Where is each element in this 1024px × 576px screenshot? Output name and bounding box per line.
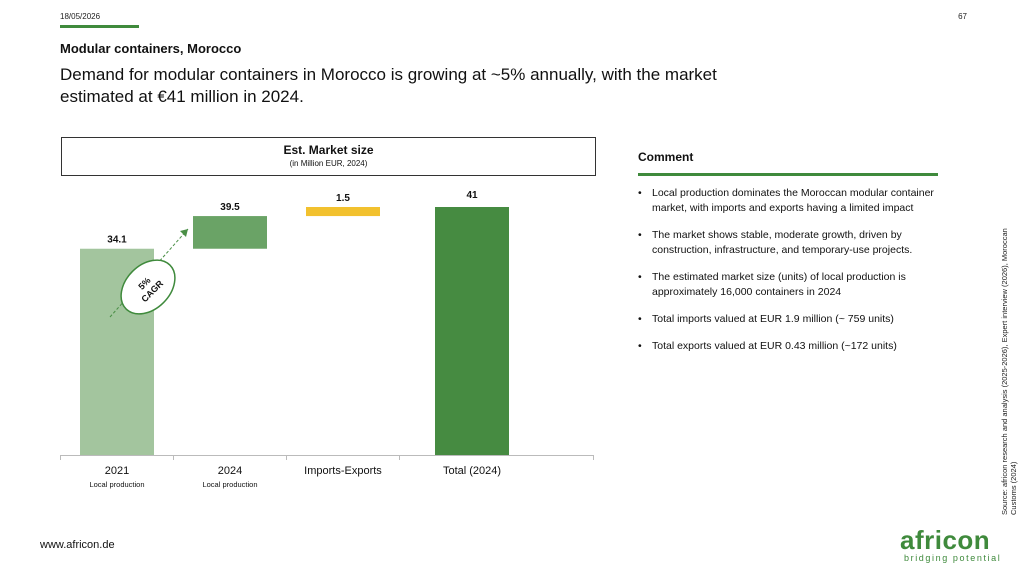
cagr-arrowhead <box>180 229 188 237</box>
chart-title: Est. Market size <box>283 143 374 157</box>
date: 18/05/2026 <box>60 12 101 21</box>
website-link[interactable]: www.africon.de <box>40 539 115 551</box>
headline: Demand for modular containers in Morocco… <box>60 65 717 106</box>
x-tick-label: 2021 <box>105 465 129 477</box>
comment-bullet: The market shows stable, moderate growth… <box>638 228 958 258</box>
x-tick-sublabel: Local production <box>89 480 144 489</box>
comment-title: Comment <box>638 150 694 164</box>
cagr-badge <box>120 259 176 315</box>
bar-imports-exports <box>306 207 380 217</box>
section-title: Modular containers, Morocco <box>60 41 242 56</box>
x-tick-label: Total (2024) <box>443 465 501 477</box>
chart-subtitle: (in Million EUR, 2024) <box>289 159 368 168</box>
market-size-chart: 34.1 39.5 1.5 41 2021 2024 Imports-Exports Tota… <box>60 190 594 489</box>
bar-total <box>435 207 509 455</box>
chart-title-box: Est. Market size (in Million EUR, 2024) <box>61 137 596 176</box>
data-label: 39.5 <box>220 202 240 213</box>
accent-line <box>60 25 139 28</box>
x-tick-sublabel: Local production <box>202 480 257 489</box>
source-note-wrap: Source: africon research and analysis (2… <box>1000 215 1024 515</box>
logo: africon <box>900 525 991 555</box>
comment-divider <box>638 173 938 176</box>
x-tick-label: 2024 <box>218 465 242 477</box>
source-note: Source: africon research and analysis (2… <box>1000 228 1018 515</box>
logo-tagline: bridging potential <box>904 553 1002 563</box>
comment-bullet: Total exports valued at EUR 0.43 million… <box>638 339 958 354</box>
page-number: 67 <box>958 12 967 21</box>
comment-bullet: The estimated market size (units) of loc… <box>638 270 958 300</box>
comment-bullet: Total imports valued at EUR 1.9 million … <box>638 312 958 327</box>
comment-bullet: Local production dominates the Moroccan … <box>638 186 958 216</box>
cagr-arrow <box>109 228 189 318</box>
bar-2024 <box>193 216 267 249</box>
data-label: 1.5 <box>336 193 350 204</box>
comment-list: Local production dominates the Moroccan … <box>638 186 958 366</box>
data-label: 34.1 <box>107 235 127 246</box>
x-tick-label: Imports-Exports <box>304 465 382 477</box>
data-label: 41 <box>466 190 478 201</box>
